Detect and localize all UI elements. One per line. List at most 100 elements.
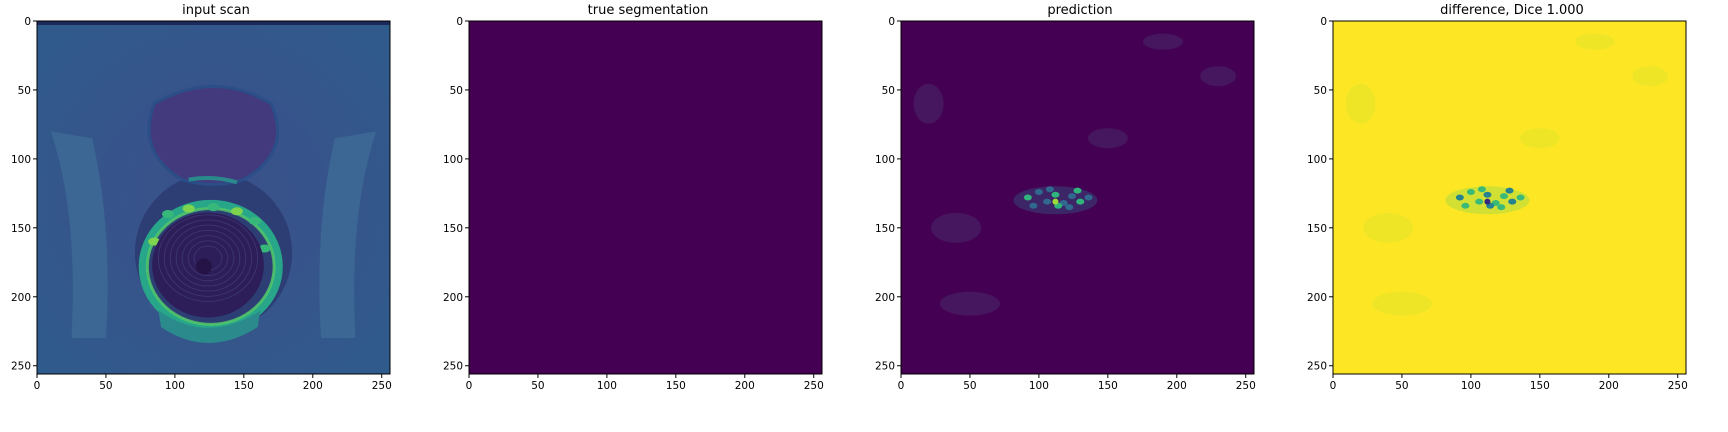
y-tick-label: 250: [1307, 361, 1327, 373]
y-tick-label: 50: [450, 85, 463, 97]
prediction-spot: [1497, 204, 1506, 211]
noise-patch: [1200, 66, 1237, 87]
y-tick-label: 50: [882, 85, 895, 97]
prediction-spot: [1483, 191, 1492, 198]
x-tick-label: 100: [597, 380, 617, 392]
x-tick-label: 200: [1599, 380, 1619, 392]
tissue-spot: [207, 203, 220, 212]
prediction-spot: [1045, 186, 1054, 193]
noise-patch: [1371, 291, 1432, 316]
heatmap-panel-4: difference, Dice 1.000 0 50 100 150 200 250 0 50…: [1296, 0, 1728, 432]
y-tick-label: 250: [443, 361, 463, 373]
panel-title: prediction: [1047, 3, 1113, 18]
image-area: [1333, 21, 1686, 374]
y-tick-label: 0: [24, 16, 31, 28]
image-area: [37, 21, 390, 374]
tissue-spot: [230, 207, 243, 216]
noise-patch: [931, 212, 982, 243]
noise-patch: [913, 83, 944, 124]
image-area: [469, 21, 822, 374]
prediction-spot: [1043, 198, 1052, 205]
x-tick-label: 200: [1167, 380, 1187, 392]
right-muscle: [319, 131, 377, 339]
x-tick-label: 150: [1530, 380, 1550, 392]
x-tick-label: 0: [898, 380, 905, 392]
tissue-spot: [161, 210, 174, 219]
prediction-spot: [1499, 193, 1508, 200]
y-tick-label: 200: [11, 292, 31, 304]
prediction-peak: [1052, 198, 1059, 205]
y-tick-label: 150: [1307, 223, 1327, 235]
x-tick-label: 250: [1236, 380, 1256, 392]
x-tick-label: 200: [303, 380, 323, 392]
prediction-spot: [1455, 194, 1464, 201]
x-tick-label: 0: [1330, 380, 1337, 392]
prediction-spot: [1034, 188, 1043, 195]
x-tick-label: 100: [1029, 380, 1049, 392]
x-tick-label: 0: [466, 380, 473, 392]
prediction-spot: [1505, 187, 1514, 194]
axes-frame: [900, 20, 1255, 375]
image-fill: [901, 21, 1254, 374]
prediction-spot: [1508, 198, 1517, 205]
tissue-spot: [182, 204, 195, 213]
y-tick-label: 0: [1320, 16, 1327, 28]
lower-crescent: [158, 310, 261, 343]
bladder: [149, 86, 278, 185]
axes-frame: [468, 20, 823, 375]
x-tick-label: 100: [1461, 380, 1481, 392]
prediction-spot: [1051, 191, 1060, 198]
y-tick-label: 100: [11, 154, 31, 166]
y-tick-label: 0: [888, 16, 895, 28]
y-tick-label: 150: [11, 223, 31, 235]
x-tick-label: 200: [735, 380, 755, 392]
y-tick-label: 150: [875, 223, 895, 235]
panel-title: difference, Dice 1.000: [1440, 3, 1584, 18]
left-muscle: [50, 131, 108, 339]
heatmap-panel-2: true segmentation 0 50 100 150 200 250 0 50 100 15…: [432, 0, 864, 432]
axes-frame: [36, 20, 391, 375]
panel-title: true segmentation: [587, 3, 709, 18]
prediction-spot: [1076, 198, 1085, 205]
prediction-spot: [1065, 204, 1074, 211]
y-tick-label: 100: [1307, 154, 1327, 166]
y-tick-label: 150: [443, 223, 463, 235]
axes-frame: [1332, 20, 1687, 375]
prediction-spot: [1466, 188, 1475, 195]
noise-patch: [1087, 128, 1128, 149]
noise-patch: [1574, 33, 1615, 50]
noise-patch: [1345, 83, 1376, 124]
noise-patch: [1363, 212, 1414, 243]
y-tick-label: 250: [875, 361, 895, 373]
y-tick-label: 200: [443, 292, 463, 304]
prediction-spot: [1516, 194, 1525, 201]
y-tick-label: 200: [1307, 292, 1327, 304]
prediction-spot: [1029, 202, 1038, 209]
panel-title: input scan: [182, 3, 250, 18]
x-tick-label: 50: [1395, 380, 1408, 392]
x-tick-label: 150: [1098, 380, 1118, 392]
y-tick-label: 100: [443, 154, 463, 166]
x-tick-label: 100: [165, 380, 185, 392]
prediction-spot: [1073, 187, 1082, 194]
y-tick-label: 250: [11, 361, 31, 373]
noise-patch: [1142, 33, 1183, 50]
prediction-spot: [1067, 193, 1076, 200]
image-area: [901, 21, 1254, 374]
x-tick-label: 250: [1668, 380, 1688, 392]
prediction-spot: [1084, 194, 1093, 201]
noise-patch: [939, 291, 1000, 316]
image-fill: [469, 21, 822, 374]
x-tick-label: 150: [666, 380, 686, 392]
x-tick-label: 50: [963, 380, 976, 392]
y-tick-label: 200: [875, 292, 895, 304]
prediction-spot: [1475, 198, 1484, 205]
heatmap-panel-1: input scan 0 50 100 150 200 250 0 50 100 150 200 250: [0, 0, 432, 432]
x-tick-label: 250: [804, 380, 824, 392]
prediction-spot: [1477, 186, 1486, 193]
x-tick-label: 0: [34, 380, 41, 392]
